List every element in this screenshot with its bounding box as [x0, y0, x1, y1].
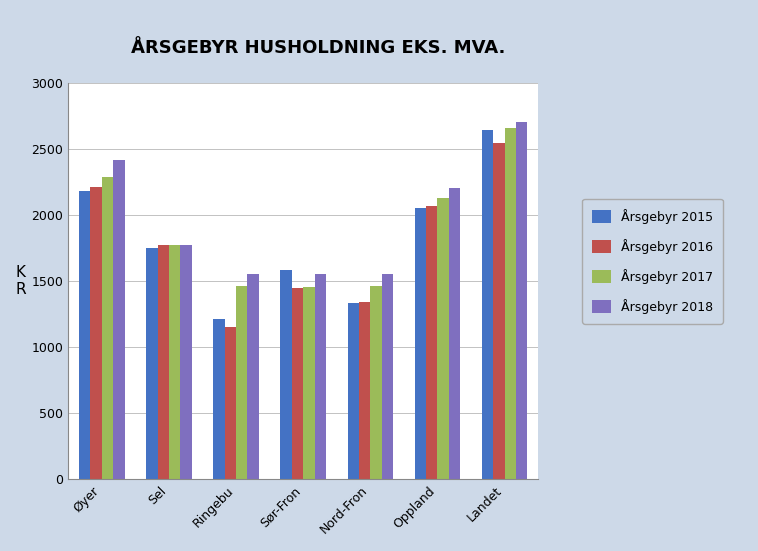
Bar — [482, 130, 493, 479]
Bar — [280, 271, 292, 479]
Bar — [247, 274, 259, 479]
Bar — [303, 287, 315, 479]
Bar — [437, 198, 449, 479]
Bar — [505, 128, 516, 479]
Bar — [90, 187, 102, 479]
Bar — [315, 274, 326, 479]
Bar — [213, 320, 224, 479]
Y-axis label: K
R: K R — [15, 265, 26, 297]
Bar — [516, 122, 528, 479]
Bar — [449, 188, 460, 479]
Bar — [415, 208, 426, 479]
Bar — [224, 327, 236, 479]
Bar — [292, 288, 303, 479]
Bar — [382, 274, 393, 479]
Bar — [347, 304, 359, 479]
Text: ÅRSGEBYR HUSHOLDNING EKS. MVA.: ÅRSGEBYR HUSHOLDNING EKS. MVA. — [131, 39, 506, 57]
Bar — [102, 176, 113, 479]
Bar — [79, 191, 90, 479]
Bar — [169, 245, 180, 479]
Bar — [236, 287, 247, 479]
Bar — [146, 248, 158, 479]
Bar — [180, 245, 192, 479]
Bar — [113, 160, 124, 479]
Bar — [359, 302, 371, 479]
Legend: Årsgebyr 2015, Årsgebyr 2016, Årsgebyr 2017, Årsgebyr 2018: Årsgebyr 2015, Årsgebyr 2016, Årsgebyr 2… — [582, 199, 723, 323]
Bar — [493, 143, 505, 479]
Bar — [158, 245, 169, 479]
Bar — [371, 287, 382, 479]
Bar — [426, 206, 437, 479]
